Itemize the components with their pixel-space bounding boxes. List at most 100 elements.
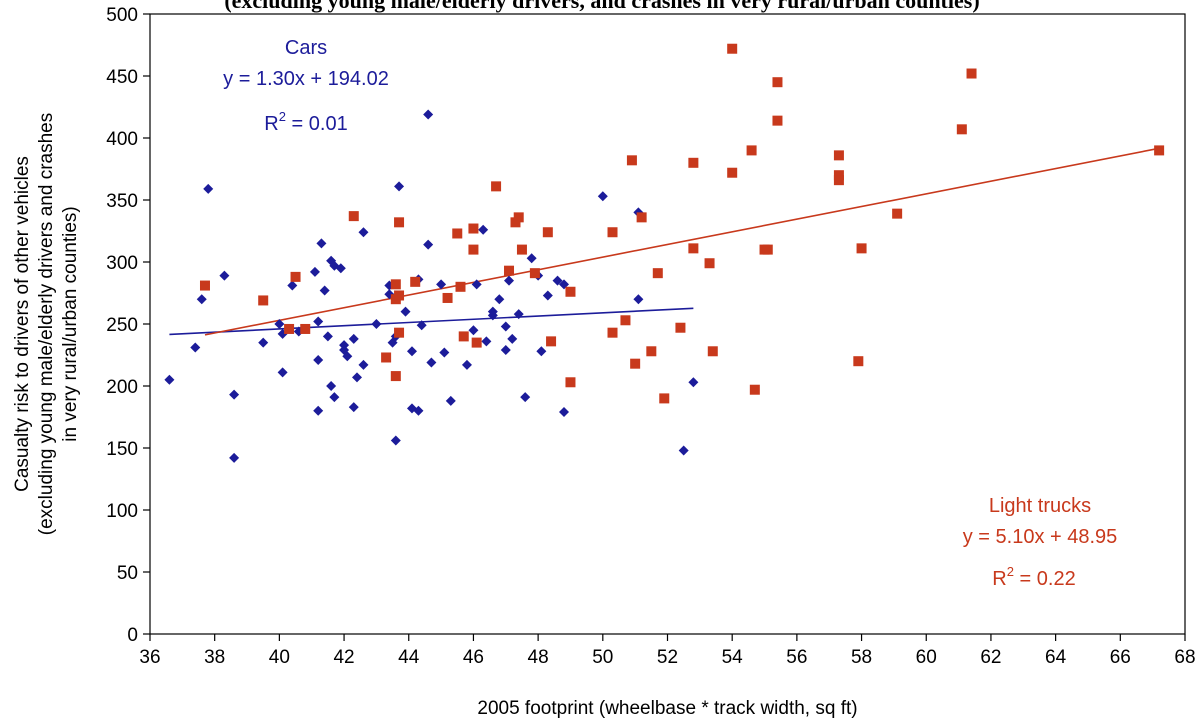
cars-point — [287, 280, 298, 291]
y-tick-label: 50 — [117, 563, 138, 584]
y-axis-title-line-2: (excluding young male/elderly drivers an… — [36, 113, 57, 535]
light-trucks-point — [284, 323, 295, 334]
cars-point — [394, 181, 405, 192]
light-trucks-equation: y = 5.10x + 48.95 — [963, 526, 1118, 548]
cars-point — [352, 372, 362, 383]
light-trucks-point — [381, 352, 392, 363]
y-tick-label: 300 — [106, 253, 138, 274]
light-trucks-point — [772, 77, 783, 88]
light-trucks-point — [659, 393, 670, 404]
light-trucks-point — [468, 223, 479, 234]
light-trucks-point — [853, 356, 864, 367]
x-tick-label: 38 — [204, 647, 225, 668]
light-trucks-point — [833, 150, 844, 161]
cars-point — [423, 109, 434, 120]
x-tick-label: 52 — [657, 647, 678, 668]
y-tick-label: 100 — [106, 501, 138, 522]
x-tick-label: 40 — [269, 647, 290, 668]
x-tick-label: 62 — [980, 647, 1001, 668]
light-trucks-point — [394, 217, 405, 228]
cars-r-squared: R2 = 0.01 — [264, 109, 347, 135]
cars-point — [678, 445, 689, 456]
cars-point — [190, 342, 201, 353]
light-trucks-point — [707, 346, 718, 357]
cars-point — [559, 407, 569, 418]
light-trucks-point — [546, 336, 557, 347]
light-trucks-point — [704, 258, 715, 269]
light-trucks-point — [746, 145, 757, 156]
light-trucks-point — [892, 208, 903, 219]
cars-point — [513, 309, 524, 320]
cars-point — [335, 263, 346, 274]
cars-point — [203, 183, 214, 194]
cars-point — [478, 224, 489, 235]
cars-point — [358, 359, 369, 370]
light-trucks-point — [626, 155, 637, 166]
x-tick-label: 46 — [463, 647, 484, 668]
cars-point — [229, 452, 240, 463]
light-trucks-point — [966, 68, 977, 79]
cars-point — [500, 321, 511, 332]
light-trucks-point — [956, 124, 967, 135]
x-axis-title: 2005 footprint (wheelbase * track width,… — [477, 698, 857, 719]
cars-point — [504, 275, 515, 286]
cars-point — [413, 405, 424, 416]
x-tick-label: 50 — [592, 647, 613, 668]
light-trucks-point — [529, 268, 540, 279]
cars-point — [313, 316, 324, 327]
light-trucks-point — [620, 315, 631, 326]
light-trucks-point — [688, 157, 699, 168]
light-trucks-point — [675, 322, 686, 333]
cars-trendline — [169, 307, 694, 336]
light-trucks-point — [565, 286, 576, 297]
light-trucks-point — [542, 227, 553, 238]
light-trucks-point — [290, 271, 301, 282]
cars-point — [316, 238, 327, 249]
y-tick-label: 0 — [127, 625, 138, 646]
light-trucks-point — [491, 181, 502, 192]
light-trucks-point — [652, 268, 663, 279]
x-tick-label: 48 — [528, 647, 549, 668]
cars-point — [164, 374, 175, 385]
cars-point — [536, 346, 547, 357]
y-axis-title: Casualty risk to drivers of other vehicl… — [12, 113, 81, 535]
light-trucks-point — [772, 115, 783, 126]
cars-point — [329, 392, 340, 403]
cars-point — [400, 306, 411, 317]
cars-point — [542, 290, 553, 301]
cars-point — [309, 266, 320, 277]
cars-point — [552, 275, 563, 286]
x-tick-label: 44 — [398, 647, 420, 668]
y-tick-label: 500 — [106, 5, 138, 26]
x-tick-label: 68 — [1174, 647, 1195, 668]
light-trucks-point — [390, 371, 401, 382]
light-trucks-point — [442, 292, 453, 303]
trendlines — [169, 147, 1160, 336]
cars-point — [274, 319, 285, 329]
light-trucks-point — [394, 290, 405, 301]
cars-r2-sup: 2 — [279, 109, 286, 124]
light-trucks-point — [630, 358, 641, 369]
cars-point — [348, 402, 359, 413]
cars-equation: y = 1.30x + 194.02 — [223, 68, 389, 90]
cars-point — [597, 191, 608, 202]
cars-point — [471, 279, 482, 290]
light-trucks-point — [607, 327, 618, 338]
cars-point — [423, 239, 434, 250]
x-tick-label: 58 — [851, 647, 872, 668]
y-axis-title-line-1: Casualty risk to drivers of other vehicl… — [12, 156, 33, 492]
light-trucks-point — [513, 212, 524, 223]
cars-point — [358, 227, 369, 238]
light-trucks-point — [727, 43, 738, 54]
light-trucks-point — [458, 331, 469, 342]
cars-point — [633, 294, 644, 305]
light-trucks-points — [199, 43, 1165, 404]
trucks-r2-sup: 2 — [1007, 564, 1014, 579]
light-trucks-point — [471, 337, 482, 348]
cars-point — [520, 392, 531, 403]
cars-series-label: Cars — [285, 37, 327, 59]
cars-point — [445, 395, 456, 406]
y-axis-title-line-3: in very rural/urban counties) — [60, 206, 81, 442]
cars-point — [322, 331, 333, 342]
